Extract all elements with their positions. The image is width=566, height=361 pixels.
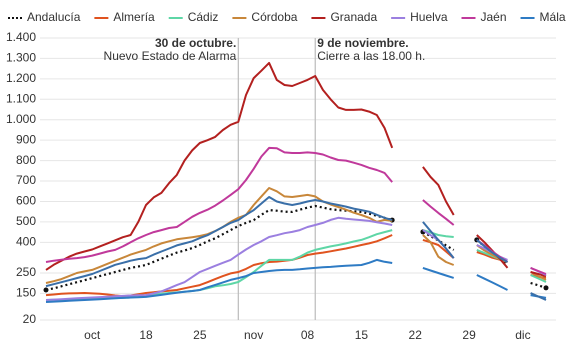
legend-label: Granada <box>330 10 377 24</box>
series-line <box>45 229 547 301</box>
x-tick-label: 18 <box>139 328 153 342</box>
y-tick-label: 600 <box>16 194 36 208</box>
legend-label: Almería <box>113 10 155 24</box>
legend-item: Málaga <box>520 10 566 24</box>
legend-label: Huelva <box>410 10 448 24</box>
legend-item: Huelva <box>391 10 448 24</box>
legend-label: Málaga <box>540 10 566 24</box>
y-tick-label: 800 <box>16 153 36 167</box>
endpoint <box>43 287 49 293</box>
legend-item: Andalucía <box>8 10 81 24</box>
annotation-title: 9 de noviembre. <box>317 36 408 50</box>
y-tick-label: 1.400 <box>6 30 36 44</box>
x-tick-label: nov <box>244 328 263 342</box>
y-tick-label: 150 <box>16 286 36 300</box>
legend-label: Andalucía <box>27 10 81 24</box>
legend-label: Jaén <box>481 10 507 24</box>
endpoint <box>543 285 549 291</box>
series-line <box>45 196 547 301</box>
x-tick-label: 08 <box>301 328 315 342</box>
x-tick-label: dic <box>515 328 530 342</box>
y-tick-label: 700 <box>16 173 36 187</box>
x-tick-label: 29 <box>462 328 476 342</box>
legend-item: Cádiz <box>168 10 219 24</box>
legend-item: Jaén <box>461 10 507 24</box>
y-tick-label: 400 <box>16 235 36 249</box>
legend-item: Almería <box>94 10 155 24</box>
y-tick-label: 20 <box>23 312 37 326</box>
series-line <box>45 234 547 298</box>
legend-item: Granada <box>311 10 377 24</box>
series-line <box>45 61 547 278</box>
y-tick-label: 500 <box>16 214 36 228</box>
annotation-text: Cierre a las 18.00 h. <box>317 49 425 63</box>
y-tick-label: 250 <box>16 265 36 279</box>
x-tick-label: 25 <box>193 328 207 342</box>
legend-label: Córdoba <box>251 10 297 24</box>
y-tick-label: 1.000 <box>6 112 36 126</box>
y-tick-label: 1.100 <box>6 91 36 105</box>
x-tick-label: oct <box>84 328 101 342</box>
series-line <box>45 258 547 303</box>
annotation-text: Nuevo Estado de Alarma <box>104 49 237 63</box>
y-tick-label: 1.300 <box>6 51 36 65</box>
x-tick-label: 22 <box>409 328 423 342</box>
x-tick-label: 15 <box>355 328 369 342</box>
annotation-title: 30 de octubre. <box>155 36 236 50</box>
series-line <box>45 204 547 292</box>
legend-item: Córdoba <box>232 10 298 24</box>
legend-label: Cádiz <box>188 10 219 24</box>
y-tick-label: 1.200 <box>6 71 36 85</box>
y-tick-label: 900 <box>16 132 36 146</box>
series-line <box>45 146 547 275</box>
